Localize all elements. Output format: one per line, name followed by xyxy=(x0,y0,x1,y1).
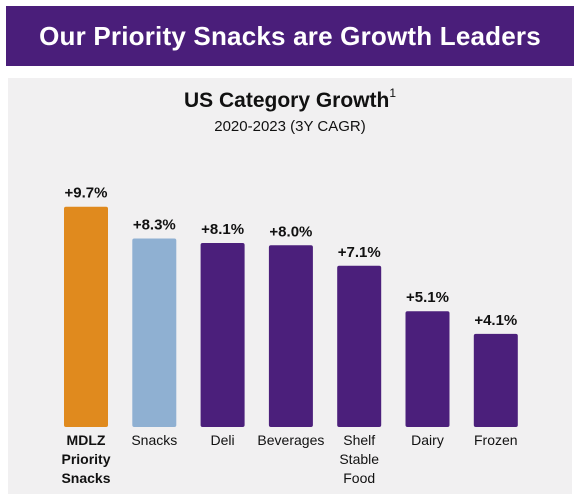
data-label: +9.7% xyxy=(65,185,108,202)
bar xyxy=(132,238,177,427)
chart-title-footnote: 1 xyxy=(389,86,397,100)
bar xyxy=(200,243,245,427)
page-title: Our Priority Snacks are Growth Leaders xyxy=(39,20,541,51)
chart-title-wrap: US Category Growth1 xyxy=(0,86,580,113)
chart-title: US Category Growth1 xyxy=(183,86,397,112)
category-label: MDLZ xyxy=(67,432,106,448)
category-label: Food xyxy=(343,470,375,486)
bar xyxy=(473,333,518,427)
category-label: Dairy xyxy=(411,432,444,448)
data-label: +5.1% xyxy=(406,289,449,306)
category-label: Snacks xyxy=(131,432,177,448)
category-label: Deli xyxy=(211,432,235,448)
category-label: Snacks xyxy=(61,470,110,486)
chart-title-text: US Category Growth xyxy=(183,89,390,112)
category-label: Shelf xyxy=(343,432,375,448)
bar xyxy=(268,245,313,427)
bar xyxy=(405,311,450,427)
data-label: +4.1% xyxy=(474,312,517,329)
chart-subtitle: 2020-2023 (3Y CAGR) xyxy=(214,118,366,135)
bar xyxy=(64,206,108,427)
category-label: Stable xyxy=(339,451,379,467)
data-label: +8.0% xyxy=(269,223,312,240)
category-label: Priority xyxy=(61,451,110,467)
data-label: +8.1% xyxy=(201,221,244,238)
data-label: +8.3% xyxy=(133,217,176,234)
bar xyxy=(337,265,382,427)
data-label: +7.1% xyxy=(338,244,381,261)
category-label: Frozen xyxy=(474,432,518,448)
header-banner: Our Priority Snacks are Growth Leaders xyxy=(6,6,574,66)
category-label: Beverages xyxy=(257,432,324,448)
